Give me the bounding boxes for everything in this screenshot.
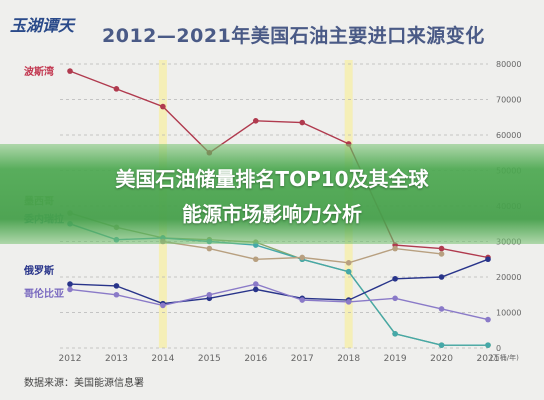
y-tick-label: 0 [496, 344, 501, 353]
data-point-3-2017 [299, 254, 306, 261]
y-tick-label: 70000 [496, 96, 521, 105]
y-tick-label: 80000 [496, 60, 521, 69]
x-tick-label: 2019 [384, 354, 407, 364]
x-tick-label: 2015 [198, 354, 221, 364]
data-point-0-2013 [113, 86, 120, 92]
series-label-3: 俄罗斯 [23, 264, 54, 277]
x-tick-label: 2020 [430, 354, 453, 364]
logo: 玉湖谭天 [10, 10, 80, 36]
data-point-5-2020 [438, 306, 445, 312]
chart-title: 2012—2021年美国石油主要进口来源变化 [102, 25, 485, 47]
series-label-0: 波斯湾 [24, 65, 54, 78]
data-point-4-2020 [438, 274, 445, 280]
x-tick-label: 2012 [59, 354, 82, 364]
data-point-0-2012 [67, 68, 73, 74]
data-point-3-2015 [206, 245, 213, 252]
x-tick-label: 2014 [151, 354, 174, 364]
series-line-5 [69, 283, 489, 321]
data-point-0-2020 [438, 245, 445, 252]
x-tick-label: 2018 [337, 354, 360, 364]
data-point-4-2021 [485, 256, 491, 263]
y-unit-label: (万桶/年) [490, 353, 519, 362]
data-point-3-2016 [252, 256, 259, 263]
series-line-0 [69, 70, 489, 259]
y-tick-label: 10000 [496, 309, 521, 318]
series-line-4 [69, 258, 489, 305]
data-point-4-2013 [113, 283, 120, 289]
data-point-4-2016 [252, 286, 259, 293]
x-tick-label: 2017 [291, 354, 314, 364]
data-point-5-2016 [252, 281, 259, 287]
series-label-4: 哥伦比亚 [24, 287, 64, 300]
headline-banner [0, 144, 544, 244]
data-point-0-2014 [160, 103, 166, 110]
y-tick-label: 60000 [496, 131, 521, 140]
headline-line-2: 能源市场影响力分析 [182, 202, 362, 226]
data-point-5-2014 [160, 302, 166, 309]
data-point-5-2019 [392, 295, 398, 302]
data-point-5-2012 [67, 286, 73, 293]
source-note: 数据来源：美国能源信息署 [24, 378, 144, 389]
x-tick-label: 2016 [244, 354, 267, 364]
x-tick-label: 2013 [105, 354, 128, 364]
x-tick-label: 2021 [477, 354, 500, 364]
logo-text: 玉湖谭天 [10, 16, 75, 35]
data-point-5-2017 [299, 297, 306, 303]
data-point-2-2020 [438, 342, 445, 348]
data-point-5-2018 [345, 299, 352, 305]
data-point-0-2016 [252, 118, 259, 124]
data-point-5-2015 [206, 291, 213, 298]
y-tick-label: 20000 [496, 273, 521, 282]
data-point-3-2019 [392, 245, 398, 252]
data-point-5-2013 [113, 291, 120, 298]
data-point-3-2020 [438, 251, 445, 257]
data-point-4-2012 [67, 281, 73, 287]
data-point-0-2017 [299, 119, 306, 126]
data-point-4-2019 [392, 275, 398, 282]
data-point-5-2021 [485, 316, 491, 323]
data-point-2-2018 [345, 268, 352, 275]
data-point-2-2019 [392, 331, 398, 337]
headline-line-1: 美国石油储量排名TOP10及其全球 [115, 167, 429, 191]
data-point-3-2018 [345, 260, 352, 266]
data-point-2-2021 [485, 342, 491, 348]
